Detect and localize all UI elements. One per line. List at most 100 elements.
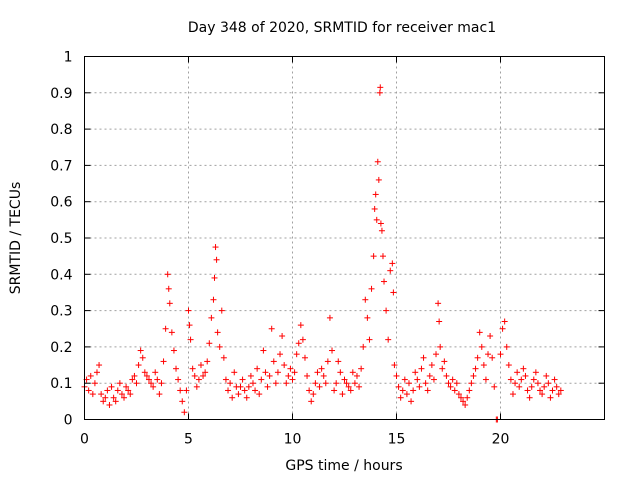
data-point: [235, 391, 242, 398]
data-point: [220, 354, 227, 361]
data-point: [245, 383, 252, 390]
data-point: [173, 365, 180, 372]
data-point: [166, 300, 173, 307]
data-point: [549, 387, 556, 394]
data-point: [505, 362, 512, 369]
data-point: [512, 380, 519, 387]
data-point: [211, 274, 218, 281]
data-point: [206, 340, 213, 347]
data-point: [252, 387, 259, 394]
data-point: [343, 380, 350, 387]
data-point: [436, 318, 443, 325]
data-point: [277, 351, 284, 358]
data-point: [545, 380, 552, 387]
data-point: [102, 394, 109, 401]
data-point: [152, 369, 159, 376]
data-point: [537, 387, 544, 394]
data-point: [281, 362, 288, 369]
data-point: [449, 376, 456, 383]
data-point: [453, 380, 460, 387]
data-point: [443, 372, 450, 379]
data-point: [91, 380, 98, 387]
data-point: [200, 372, 207, 379]
data-point: [268, 325, 275, 332]
data-point: [376, 89, 383, 96]
data-point: [143, 372, 150, 379]
data-point: [408, 398, 415, 405]
data-point: [353, 372, 360, 379]
data-point: [547, 394, 554, 401]
data-point: [439, 365, 446, 372]
y-tick-label: 0.3: [50, 304, 72, 320]
data-point: [543, 372, 550, 379]
data-point: [557, 387, 564, 394]
data-point: [279, 333, 286, 340]
data-point: [131, 372, 138, 379]
data-point: [260, 347, 267, 354]
data-point: [216, 343, 223, 350]
data-point: [121, 394, 128, 401]
data-point: [390, 289, 397, 296]
data-point: [191, 372, 198, 379]
data-point: [308, 398, 315, 405]
data-point: [139, 354, 146, 361]
data-point: [289, 376, 296, 383]
data-point: [395, 383, 402, 390]
data-point: [378, 227, 385, 234]
data-point: [108, 383, 115, 390]
data-point: [208, 314, 215, 321]
data-point: [522, 372, 529, 379]
data-point: [377, 220, 384, 227]
data-point: [418, 365, 425, 372]
data-point: [347, 387, 354, 394]
data-point: [295, 340, 302, 347]
data-point: [524, 387, 531, 394]
data-point: [193, 383, 200, 390]
data-point: [472, 365, 479, 372]
data-point: [555, 391, 562, 398]
data-point: [183, 387, 190, 394]
data-points: [81, 84, 564, 423]
data-point: [377, 84, 384, 91]
data-point: [516, 383, 523, 390]
data-point: [356, 383, 363, 390]
x-tick-label: 20: [492, 432, 510, 448]
data-point: [399, 387, 406, 394]
data-point: [466, 387, 473, 394]
data-point: [274, 369, 281, 376]
data-point: [468, 380, 475, 387]
data-point: [331, 387, 338, 394]
data-point: [489, 354, 496, 361]
y-tick-label: 0.8: [50, 122, 72, 138]
data-point: [422, 380, 429, 387]
data-point: [526, 394, 533, 401]
data-point: [499, 325, 506, 332]
data-point: [285, 372, 292, 379]
data-point: [197, 362, 204, 369]
data-point: [177, 387, 184, 394]
data-point: [202, 369, 209, 376]
data-point: [160, 358, 167, 365]
data-point: [358, 365, 365, 372]
x-tick-label: 5: [184, 432, 193, 448]
data-point: [164, 271, 171, 278]
data-point: [218, 307, 225, 314]
data-point: [148, 380, 155, 387]
data-point: [212, 244, 219, 251]
data-point: [264, 383, 271, 390]
data-point: [487, 333, 494, 340]
data-point: [256, 391, 263, 398]
data-point: [229, 394, 236, 401]
data-point: [397, 394, 404, 401]
data-point: [362, 296, 369, 303]
data-point: [501, 318, 508, 325]
data-point: [266, 372, 273, 379]
data-point: [373, 216, 380, 223]
data-point: [364, 314, 371, 321]
data-point: [339, 391, 346, 398]
data-point: [186, 322, 193, 329]
plot-frame: [84, 56, 605, 420]
data-point: [379, 253, 386, 260]
data-point: [150, 383, 157, 390]
